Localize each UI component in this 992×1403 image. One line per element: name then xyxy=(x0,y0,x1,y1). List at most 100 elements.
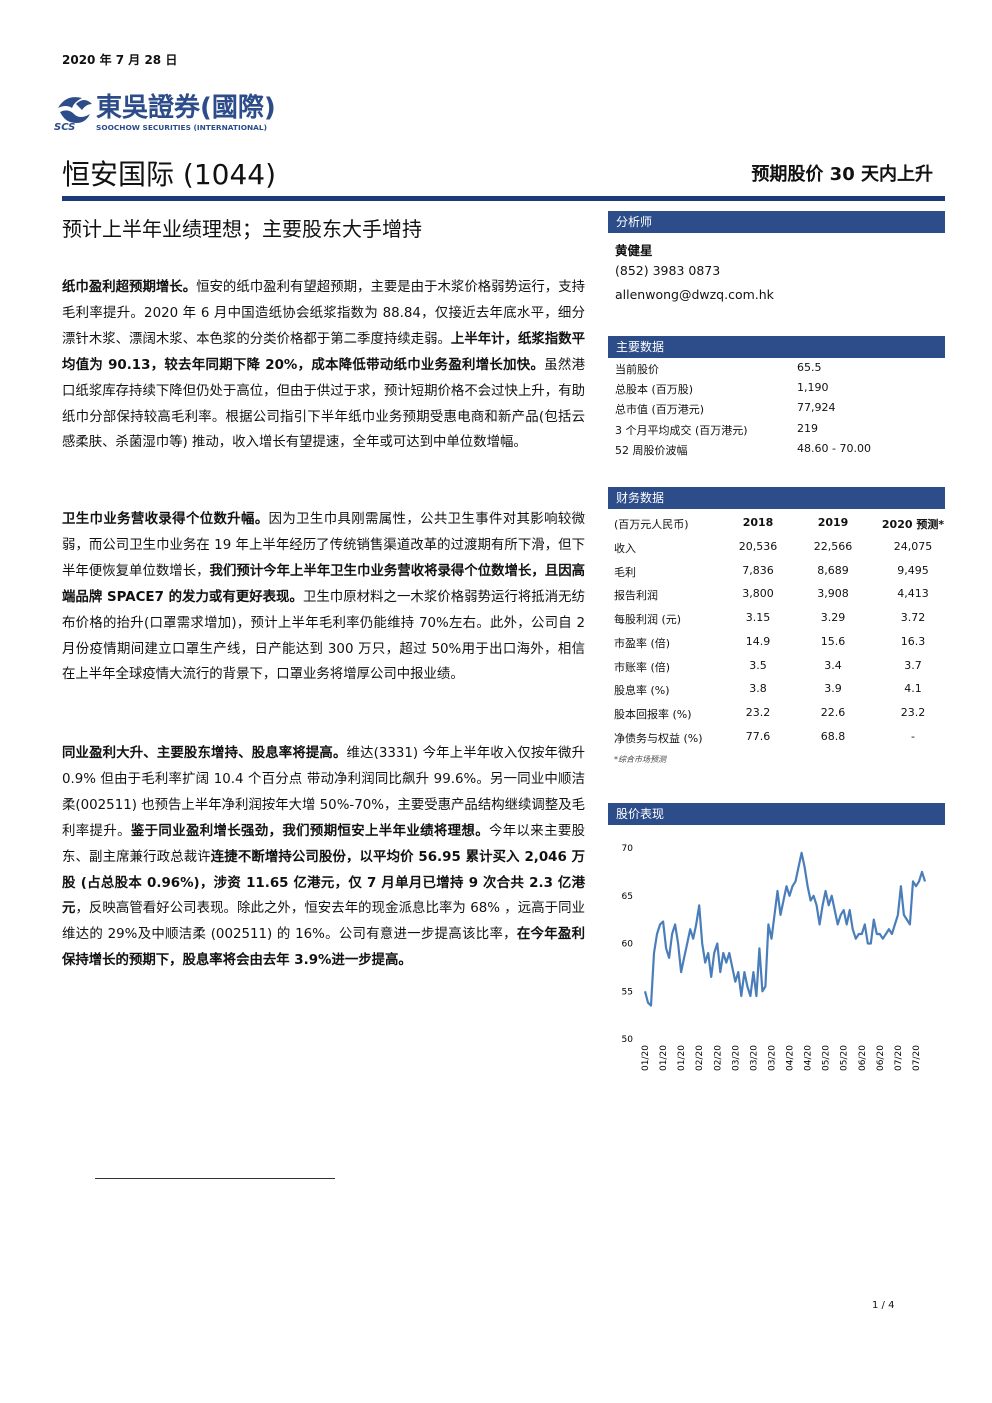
key-data-value: 48.60 - 70.00 xyxy=(797,441,871,455)
text-run: 连捷不断增持公司股份，以平均价 56.95 累计买入 2,046 万股 (占总股… xyxy=(62,849,586,917)
key-data-label: 总股本 (百万股) xyxy=(615,383,694,397)
table-cell: 3.72 xyxy=(900,611,926,625)
analyst-phone: (852) 3983 0873 xyxy=(615,263,721,278)
headline: 预计上半年业绩理想；主要股东大手增持 xyxy=(62,217,422,241)
text-run: 今年以来主要股东、副主席兼行政总裁许 xyxy=(62,823,586,865)
x-tick-label: 01/20 xyxy=(677,1045,687,1071)
text-run: 维达(3331) 今年上半年收入仅按年微升 0.9% 但由于毛利率扩阔 10.4… xyxy=(62,746,585,839)
x-tick-label: 05/20 xyxy=(822,1045,832,1071)
header-rule xyxy=(62,196,945,201)
table-cell: 股息率 (%) xyxy=(614,684,670,698)
x-tick-label: 07/20 xyxy=(894,1045,904,1071)
key-data-value: 219 xyxy=(797,421,818,435)
table-cell: 3,800 xyxy=(742,587,774,601)
y-tick-label: 50 xyxy=(622,1035,634,1045)
x-tick-label: 04/20 xyxy=(804,1045,814,1071)
table-cell: 15.6 xyxy=(820,634,846,648)
table-cell: 净债务与权益 (%) xyxy=(614,731,703,745)
table-cell: 3.7 xyxy=(904,658,922,672)
date: 2020 年 7 月 28 日 xyxy=(62,53,178,67)
table-cell: 3.8 xyxy=(749,682,767,696)
x-tick-label: 01/20 xyxy=(641,1045,651,1071)
paragraph: 卫生巾业务营收录得个位数升幅。因为卫生巾具刚需属性，公共卫生事件对其影响较微弱，… xyxy=(62,507,585,688)
section-header: 主要数据 xyxy=(608,336,945,358)
y-tick-label: 55 xyxy=(622,987,633,997)
x-tick-label: 03/20 xyxy=(767,1045,777,1071)
x-tick-label: 02/20 xyxy=(713,1045,723,1071)
table-cell: 3.5 xyxy=(749,658,767,672)
paragraph: 同业盈利大升、主要股东增持、股息率将提高。维达(3331) 今年上半年收入仅按年… xyxy=(62,741,585,974)
logo-abbr: SCS xyxy=(54,122,75,133)
table-cell: 股本回报率 (%) xyxy=(614,707,692,721)
x-tick-label: 07/20 xyxy=(912,1045,922,1071)
table-cell: 23.2 xyxy=(900,705,926,719)
table-cell: 22,566 xyxy=(813,540,853,553)
key-data-label: 52 周股价波幅 xyxy=(615,443,688,457)
rating: 预期股价 30 天内上升 xyxy=(751,164,933,185)
page-number: 1 / 4 xyxy=(872,1300,895,1311)
text-run: 卫生巾原材料之一木浆价格弱势运行将抵消无纺布价格的抬升(口罩需求增加)，预计上半… xyxy=(62,589,585,683)
section-header: 股价表现 xyxy=(608,803,945,825)
table-cell: 3.4 xyxy=(824,658,842,672)
footnote-rule xyxy=(95,1178,335,1179)
text-run: 在今年盈利保持增长的预期下，股息率将会由去年 3.9%进一步提高。 xyxy=(62,927,586,969)
x-tick-label: 05/20 xyxy=(840,1045,850,1071)
y-tick-label: 70 xyxy=(622,844,634,854)
x-tick-label: 03/20 xyxy=(749,1045,759,1071)
analyst-email: allenwong@dwzq.com.hk xyxy=(615,287,774,302)
key-data-label: 当前股价 xyxy=(615,363,659,376)
key-data-value: 65.5 xyxy=(797,361,822,374)
table-cell: 2018 xyxy=(742,516,774,529)
table-cell: 3.15 xyxy=(745,611,771,625)
x-tick-label: 06/20 xyxy=(858,1045,868,1071)
company: 恒安国际 (1044) xyxy=(62,158,277,191)
text-run: ，反映高管看好公司表现。除此之外，恒安去年的现金派息比率为 68% ，远高于同业… xyxy=(62,901,585,943)
table-cell: 收入 xyxy=(614,542,636,555)
table-cell: 毛利 xyxy=(614,565,636,579)
key-data-label: 3 个月平均成交 (百万港元) xyxy=(615,423,748,437)
y-tick-label: 60 xyxy=(622,940,634,950)
text-run: 同业盈利大升、主要股东增持、股息率将提高。 xyxy=(62,746,347,761)
table-cell: 8,689 xyxy=(817,563,849,577)
logo-cn: 東吳證券(國際) xyxy=(96,92,276,123)
text-run: 纸巾盈利超预期增长。 xyxy=(62,280,197,295)
text-run: 上半年计，纸浆指数平均值为 90.13，较去年同期下降 20%，成本降低带动纸巾… xyxy=(62,331,586,373)
table-cell: 市账率 (倍) xyxy=(614,660,671,674)
table-cell: 23.2 xyxy=(745,705,771,719)
table-cell: 4.1 xyxy=(904,682,922,696)
paragraph: 纸巾盈利超预期增长。恒安的纸巾盈利有望超预期，主要是由于木浆价格弱势运行，支持毛… xyxy=(62,275,585,456)
table-cell: 3,908 xyxy=(817,587,849,601)
section-header: 财务数据 xyxy=(608,487,945,509)
table-cell: (百万元人民币) xyxy=(614,518,689,531)
key-data-label: 总市值 (百万港元) xyxy=(615,403,705,417)
logo: SCS 東吳證券(國際) SOOCHOW SECURITIES (INTERNA… xyxy=(54,92,276,133)
table-cell: 4,413 xyxy=(897,587,929,601)
x-tick-label: 02/20 xyxy=(695,1045,705,1071)
table-cell: 7,836 xyxy=(742,563,774,577)
price-line xyxy=(643,851,927,1007)
table-cell: 22.6 xyxy=(820,705,846,719)
text-run: 恒安的纸巾盈利有望超预期，主要是由于木浆价格弱势运行，支持毛利率提升。2020 … xyxy=(62,280,585,347)
table-cell: - xyxy=(911,729,915,743)
table-cell: 报告利润 xyxy=(614,589,658,603)
text-run: 卫生巾业务营收录得个位数升幅。 xyxy=(62,512,269,527)
table-cell: 20,536 xyxy=(738,540,778,553)
text-run: 虽然港口纸浆库存持续下降但仍处于高位，但由于供过于求，预计短期价格不会过快上升，… xyxy=(62,357,586,451)
y-tick-label: 65 xyxy=(622,892,633,902)
table-cell: 3.9 xyxy=(824,682,842,696)
key-data-value: 1,190 xyxy=(797,381,829,395)
table-note: *综合市场预测 xyxy=(614,755,666,764)
table-cell: 3.29 xyxy=(820,611,846,625)
text-run: 我们预计今年上半年卫生巾业务营收将录得个位数增长，且因高端品牌 SPACE7 的… xyxy=(62,563,586,605)
key-data-value: 77,924 xyxy=(797,401,836,415)
logo-en: SOOCHOW SECURITIES (INTERNATIONAL) xyxy=(96,123,267,132)
analyst-name: 黄健星 xyxy=(615,243,653,258)
table-cell: 14.9 xyxy=(745,634,771,648)
text-run: 因为卫生巾具刚需属性，公共卫生事件对其影响较微弱，而公司卫生巾业务在 19 年上… xyxy=(62,512,586,579)
section-header: 分析师 xyxy=(608,211,945,233)
table-cell: 77.6 xyxy=(745,729,771,743)
text-run: 鉴于同业盈利增长强劲，我们预期恒安上半年业绩将理想。 xyxy=(130,823,489,839)
x-tick-label: 01/20 xyxy=(659,1045,669,1071)
x-tick-label: 04/20 xyxy=(786,1045,796,1071)
